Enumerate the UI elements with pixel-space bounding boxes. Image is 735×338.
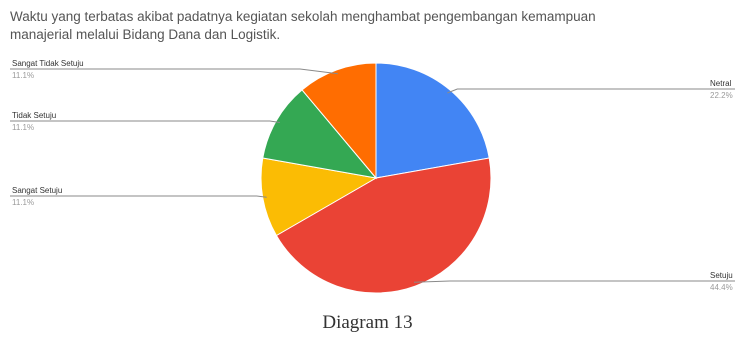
slice-label-netral: Netral	[710, 79, 732, 88]
pie-slice-sangat-tidak-setuju	[301, 62, 377, 180]
pie-slice-sangat-setuju	[260, 157, 378, 237]
chart-title: Waktu yang terbatas akibat padatnya kegi…	[10, 8, 722, 44]
slice-value-sangat-tidak-setuju: 11.1%	[12, 71, 34, 80]
chart-title-line-2: manajerial melalui Bidang Dana dan Logis…	[10, 27, 281, 42]
callout-line-sangat-tidak-setuju	[10, 68, 339, 75]
chart-title-line-1: Waktu yang terbatas akibat padatnya kegi…	[10, 9, 596, 24]
pie-slices	[260, 62, 492, 294]
callout-line-setuju	[413, 280, 735, 283]
callout-line-sangat-setuju	[10, 195, 267, 198]
slice-label-setuju: Setuju	[710, 271, 733, 280]
figure-caption: Diagram 13	[322, 312, 413, 333]
pie-slice-setuju	[275, 157, 492, 294]
slice-value-netral: 22.2%	[710, 91, 733, 100]
slice-value-setuju: 44.4%	[710, 283, 733, 292]
callout-line-netral	[447, 88, 735, 94]
pie-callouts: Netral 22.2% Setuju 44.4% Sangat Setuju 11.1%…	[10, 59, 735, 292]
slice-value-sangat-setuju: 11.1%	[12, 198, 34, 207]
slice-label-sangat-tidak-setuju: Sangat Tidak Setuju	[12, 59, 84, 68]
pie-slice-tidak-setuju	[262, 89, 378, 179]
slice-label-tidak-setuju: Tidak Setuju	[12, 111, 56, 120]
slice-value-tidak-setuju: 11.1%	[12, 123, 34, 132]
pie-slice-netral	[375, 62, 490, 179]
callout-line-tidak-setuju	[10, 120, 280, 123]
slice-label-sangat-setuju: Sangat Setuju	[12, 186, 62, 195]
